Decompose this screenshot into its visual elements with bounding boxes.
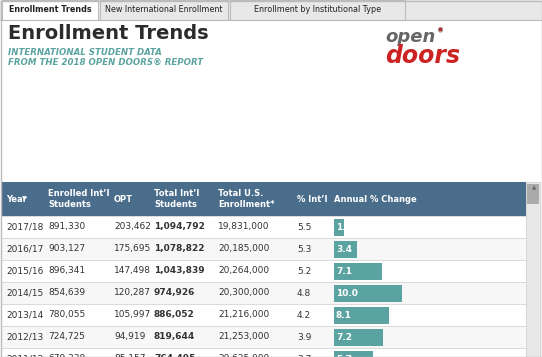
Text: open: open	[385, 28, 435, 46]
Text: ®: ®	[437, 28, 444, 34]
Bar	[230, 0, 405, 20]
Text: ▼: ▼	[22, 196, 27, 201]
Text: 4.8: 4.8	[297, 288, 311, 297]
Text: 21,253,000: 21,253,000	[218, 332, 269, 342]
Text: 105,997: 105,997	[114, 311, 151, 320]
Text: 1.5: 1.5	[336, 222, 352, 231]
Text: 2012/13: 2012/13	[6, 332, 43, 342]
Text: 5.7: 5.7	[336, 355, 352, 357]
Text: 3.4: 3.4	[336, 245, 352, 253]
Bar	[2, 0, 98, 20]
Text: 679,338: 679,338	[48, 355, 85, 357]
Text: INTERNATIONAL STUDENT DATA: INTERNATIONAL STUDENT DATA	[8, 48, 162, 57]
Bar	[0, 0, 542, 20]
Text: Total Int’l
Students: Total Int’l Students	[154, 189, 199, 209]
Bar	[100, 0, 228, 20]
Text: 764,495: 764,495	[154, 355, 195, 357]
Text: Total U.S.
Enrollment*: Total U.S. Enrollment*	[218, 189, 275, 209]
Text: OPT: OPT	[114, 195, 133, 203]
Text: 896,341: 896,341	[48, 266, 85, 276]
Text: % Int’l: % Int’l	[297, 195, 327, 203]
Bar	[2, 216, 526, 238]
Bar	[2, 304, 526, 326]
Text: 2016/17: 2016/17	[6, 245, 43, 253]
Text: 10.0: 10.0	[336, 288, 358, 297]
Text: Enrolled Int’l
Students: Enrolled Int’l Students	[48, 189, 109, 209]
Text: Enrollment Trends: Enrollment Trends	[8, 24, 209, 43]
Text: 903,127: 903,127	[48, 245, 85, 253]
Text: 120,287: 120,287	[114, 288, 151, 297]
Text: 19,831,000: 19,831,000	[218, 222, 269, 231]
Text: Year: Year	[6, 195, 27, 203]
Text: 1,043,839: 1,043,839	[154, 266, 205, 276]
Bar	[2, 348, 526, 357]
Text: 20,625,000: 20,625,000	[218, 355, 269, 357]
Text: Annual % Change: Annual % Change	[334, 195, 417, 203]
Text: 203,462: 203,462	[114, 222, 151, 231]
Text: 4.2: 4.2	[297, 311, 311, 320]
Text: 2017/18: 2017/18	[6, 222, 43, 231]
Text: 780,055: 780,055	[48, 311, 85, 320]
Text: 8.1: 8.1	[336, 311, 352, 320]
Text: New International Enrollment: New International Enrollment	[105, 5, 223, 15]
Text: 854,639: 854,639	[48, 288, 85, 297]
Text: 94,919: 94,919	[114, 332, 145, 342]
Text: 20,185,000: 20,185,000	[218, 245, 269, 253]
Text: 3.9: 3.9	[297, 332, 311, 342]
Text: 1,094,792: 1,094,792	[154, 222, 205, 231]
Text: 2013/14: 2013/14	[6, 311, 43, 320]
Text: Enrollment by Institutional Type: Enrollment by Institutional Type	[254, 5, 381, 15]
Bar	[527, 184, 539, 204]
Bar	[334, 262, 382, 280]
Bar	[334, 328, 383, 346]
Text: 7.2: 7.2	[336, 332, 352, 342]
Text: 175,695: 175,695	[114, 245, 151, 253]
Text: 1,078,822: 1,078,822	[154, 245, 204, 253]
Text: 5.2: 5.2	[297, 266, 311, 276]
Text: 819,644: 819,644	[154, 332, 195, 342]
Text: 974,926: 974,926	[154, 288, 195, 297]
Text: 2014/15: 2014/15	[6, 288, 43, 297]
Text: 147,498: 147,498	[114, 266, 151, 276]
Bar	[334, 241, 357, 257]
Text: FROM THE 2018 OPEN DOORS® REPORT: FROM THE 2018 OPEN DOORS® REPORT	[8, 58, 203, 67]
Bar	[2, 282, 526, 304]
Text: 886,052: 886,052	[154, 311, 195, 320]
Bar	[2, 260, 526, 282]
Bar	[334, 307, 389, 323]
Bar	[2, 238, 526, 260]
Text: 20,300,000: 20,300,000	[218, 288, 269, 297]
Bar	[526, 182, 540, 357]
Text: doors: doors	[385, 44, 460, 68]
Text: 3.7: 3.7	[297, 355, 311, 357]
Bar	[2, 182, 526, 216]
Text: 7.1: 7.1	[336, 266, 352, 276]
Text: 891,330: 891,330	[48, 222, 85, 231]
Text: 5.3: 5.3	[297, 245, 311, 253]
Bar	[334, 351, 373, 357]
Text: 21,216,000: 21,216,000	[218, 311, 269, 320]
Bar	[334, 285, 402, 302]
Text: 85,157: 85,157	[114, 355, 145, 357]
Bar	[334, 218, 344, 236]
Text: 2011/12: 2011/12	[6, 355, 43, 357]
Text: 2015/16: 2015/16	[6, 266, 43, 276]
Bar	[2, 326, 526, 348]
Text: 724,725: 724,725	[48, 332, 85, 342]
Text: 20,264,000: 20,264,000	[218, 266, 269, 276]
Text: Enrollment Trends: Enrollment Trends	[9, 5, 91, 15]
Text: ▲: ▲	[532, 186, 536, 191]
Text: 5.5: 5.5	[297, 222, 311, 231]
